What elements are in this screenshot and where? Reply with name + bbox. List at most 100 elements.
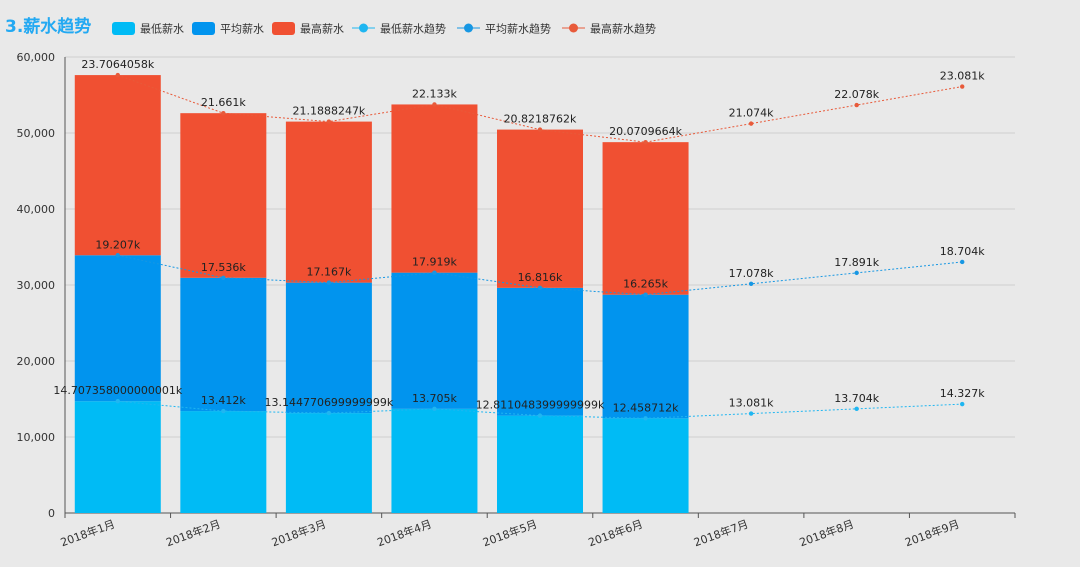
- avg-salary-trend-point[interactable]: [432, 270, 437, 275]
- bar-max-salary[interactable]: [391, 104, 478, 273]
- avg-salary-trend-point[interactable]: [221, 275, 226, 280]
- y-tick-label: 10,000: [17, 431, 56, 444]
- avg-salary-trend-label: 17.078k: [729, 267, 774, 280]
- bar-min-salary[interactable]: [285, 413, 372, 513]
- legend-marker: [359, 23, 368, 33]
- legend-label: 最低薪水趋势: [380, 23, 446, 36]
- max-salary-trend-point[interactable]: [115, 72, 120, 78]
- bar-min-salary[interactable]: [497, 415, 583, 513]
- min-salary-trend-point[interactable]: [643, 416, 648, 421]
- max-salary-trend-point[interactable]: [854, 102, 859, 108]
- avg-salary-trend-point[interactable]: [115, 253, 120, 258]
- max-salary-trend-label: 23.081k: [940, 70, 985, 83]
- bar-min-salary[interactable]: [391, 408, 478, 513]
- avg-salary-trend-point[interactable]: [854, 270, 859, 276]
- min-salary-trend-point[interactable]: [326, 410, 332, 416]
- bar-avg-salary[interactable]: [74, 255, 161, 402]
- y-tick-label: 20,000: [17, 355, 56, 368]
- avg-salary-trend-line: [117, 254, 963, 296]
- legend-label: 最高薪水趋势: [590, 22, 656, 36]
- chart-legend: 最低薪水 平均薪水 最高薪水 最低薪水趋势 平均薪水趋势 最高薪水趋势: [112, 22, 656, 36]
- min-salary-trend-point[interactable]: [854, 406, 859, 412]
- max-salary-trend-label: 21.1888247k: [292, 105, 365, 118]
- avg-salary-trend-point[interactable]: [748, 281, 754, 286]
- avg-salary-trend-label: 17.919k: [412, 256, 457, 269]
- bar-max-salary[interactable]: [285, 121, 372, 283]
- min-salary-trend-point[interactable]: [432, 406, 437, 412]
- min-salary-trend-label: 13.144770699999999k: [264, 396, 393, 409]
- avg-salary-trend-point[interactable]: [960, 259, 965, 265]
- max-salary-trend-label: 21.661k: [201, 96, 246, 109]
- min-salary-trend-label: 12.811048399999999k: [476, 399, 605, 412]
- legend-avg-salary-trend[interactable]: 平均薪水趋势: [457, 23, 551, 36]
- x-tick-label: 2018年2月: [164, 517, 222, 550]
- legend-avg-salary[interactable]: 平均薪水: [192, 22, 264, 36]
- max-salary-trend-label: 20.8218762k: [504, 113, 577, 126]
- y-tick-label: 40,000: [17, 203, 56, 216]
- max-salary-trend-label: 22.133k: [412, 87, 457, 100]
- legend-swatch: [112, 22, 135, 35]
- x-tick-label: 2018年6月: [586, 517, 644, 550]
- min-salary-trend-label: 14.707358000000001k: [53, 384, 182, 397]
- x-tick-label: 2018年8月: [797, 517, 855, 550]
- max-salary-trend-point[interactable]: [326, 119, 332, 124]
- min-salary-trend-label: 12.458712k: [613, 401, 679, 414]
- legend-min-salary[interactable]: 最低薪水: [112, 22, 184, 36]
- bar-avg-salary[interactable]: [602, 294, 689, 419]
- min-salary-trend-label: 14.327k: [940, 387, 985, 400]
- avg-salary-trend-label: 17.891k: [834, 256, 879, 269]
- legend-label: 最高薪水: [300, 22, 344, 36]
- max-salary-trend-point[interactable]: [432, 102, 437, 107]
- legend-label: 平均薪水: [220, 23, 264, 36]
- min-salary-trend-label: 13.412k: [201, 394, 246, 407]
- avg-salary-trend-point[interactable]: [643, 292, 648, 297]
- bar-min-salary[interactable]: [74, 401, 161, 513]
- y-tick-label: 30,000: [17, 279, 56, 292]
- x-tick-label: 2018年9月: [903, 517, 961, 550]
- max-salary-trend-point[interactable]: [960, 84, 965, 89]
- bar-avg-salary[interactable]: [180, 277, 267, 412]
- bar-max-salary[interactable]: [180, 113, 267, 278]
- min-salary-trend-point[interactable]: [748, 411, 754, 416]
- max-salary-trend-point[interactable]: [537, 127, 543, 132]
- min-salary-trend-point[interactable]: [960, 401, 965, 407]
- y-tick-label: 50,000: [17, 127, 56, 140]
- avg-salary-trend-label: 16.265k: [623, 278, 668, 291]
- bar-max-salary[interactable]: [602, 142, 689, 295]
- min-salary-trend-point[interactable]: [221, 408, 226, 414]
- bar-max-salary[interactable]: [497, 129, 583, 288]
- x-tick-label: 2018年7月: [692, 517, 750, 550]
- max-salary-trend-point[interactable]: [748, 121, 754, 126]
- avg-salary-trend-label: 17.536k: [201, 261, 246, 274]
- max-salary-trend-point[interactable]: [221, 110, 226, 116]
- max-salary-trend-label: 23.7064058k: [81, 58, 154, 71]
- avg-salary-trend-label: 17.167k: [306, 266, 351, 279]
- bar-avg-salary[interactable]: [285, 282, 372, 414]
- legend-label: 平均薪水趋势: [485, 23, 551, 36]
- legend-swatch: [272, 22, 295, 35]
- y-tick-label: 0: [48, 507, 55, 520]
- max-salary-trend-point[interactable]: [643, 139, 648, 145]
- legend-max-salary[interactable]: 最高薪水: [272, 22, 344, 36]
- max-salary-trend-label: 21.074k: [729, 107, 774, 120]
- bar-min-salary[interactable]: [180, 411, 267, 513]
- x-tick-label: 2018年4月: [375, 517, 433, 550]
- bar-min-salary[interactable]: [602, 418, 689, 513]
- min-salary-trend-point[interactable]: [115, 399, 120, 404]
- legend-min-salary-trend[interactable]: 最低薪水趋势: [352, 23, 446, 36]
- avg-salary-trend-point[interactable]: [326, 280, 332, 285]
- max-salary-trend-label: 20.0709664k: [609, 125, 682, 138]
- avg-salary-trend-point[interactable]: [537, 285, 543, 291]
- bar-avg-salary[interactable]: [391, 272, 478, 409]
- min-salary-trend-point[interactable]: [537, 413, 543, 418]
- legend-max-salary-trend[interactable]: 最高薪水趋势: [562, 22, 656, 36]
- x-tick-label: 2018年1月: [58, 517, 116, 550]
- x-tick-label: 2018年5月: [481, 517, 539, 550]
- min-salary-trend-label: 13.704k: [834, 392, 879, 405]
- min-salary-trend-line: [117, 400, 963, 419]
- bar-avg-salary[interactable]: [497, 287, 583, 416]
- x-tick-label: 2018年3月: [270, 517, 328, 550]
- bar-max-salary[interactable]: [74, 75, 161, 256]
